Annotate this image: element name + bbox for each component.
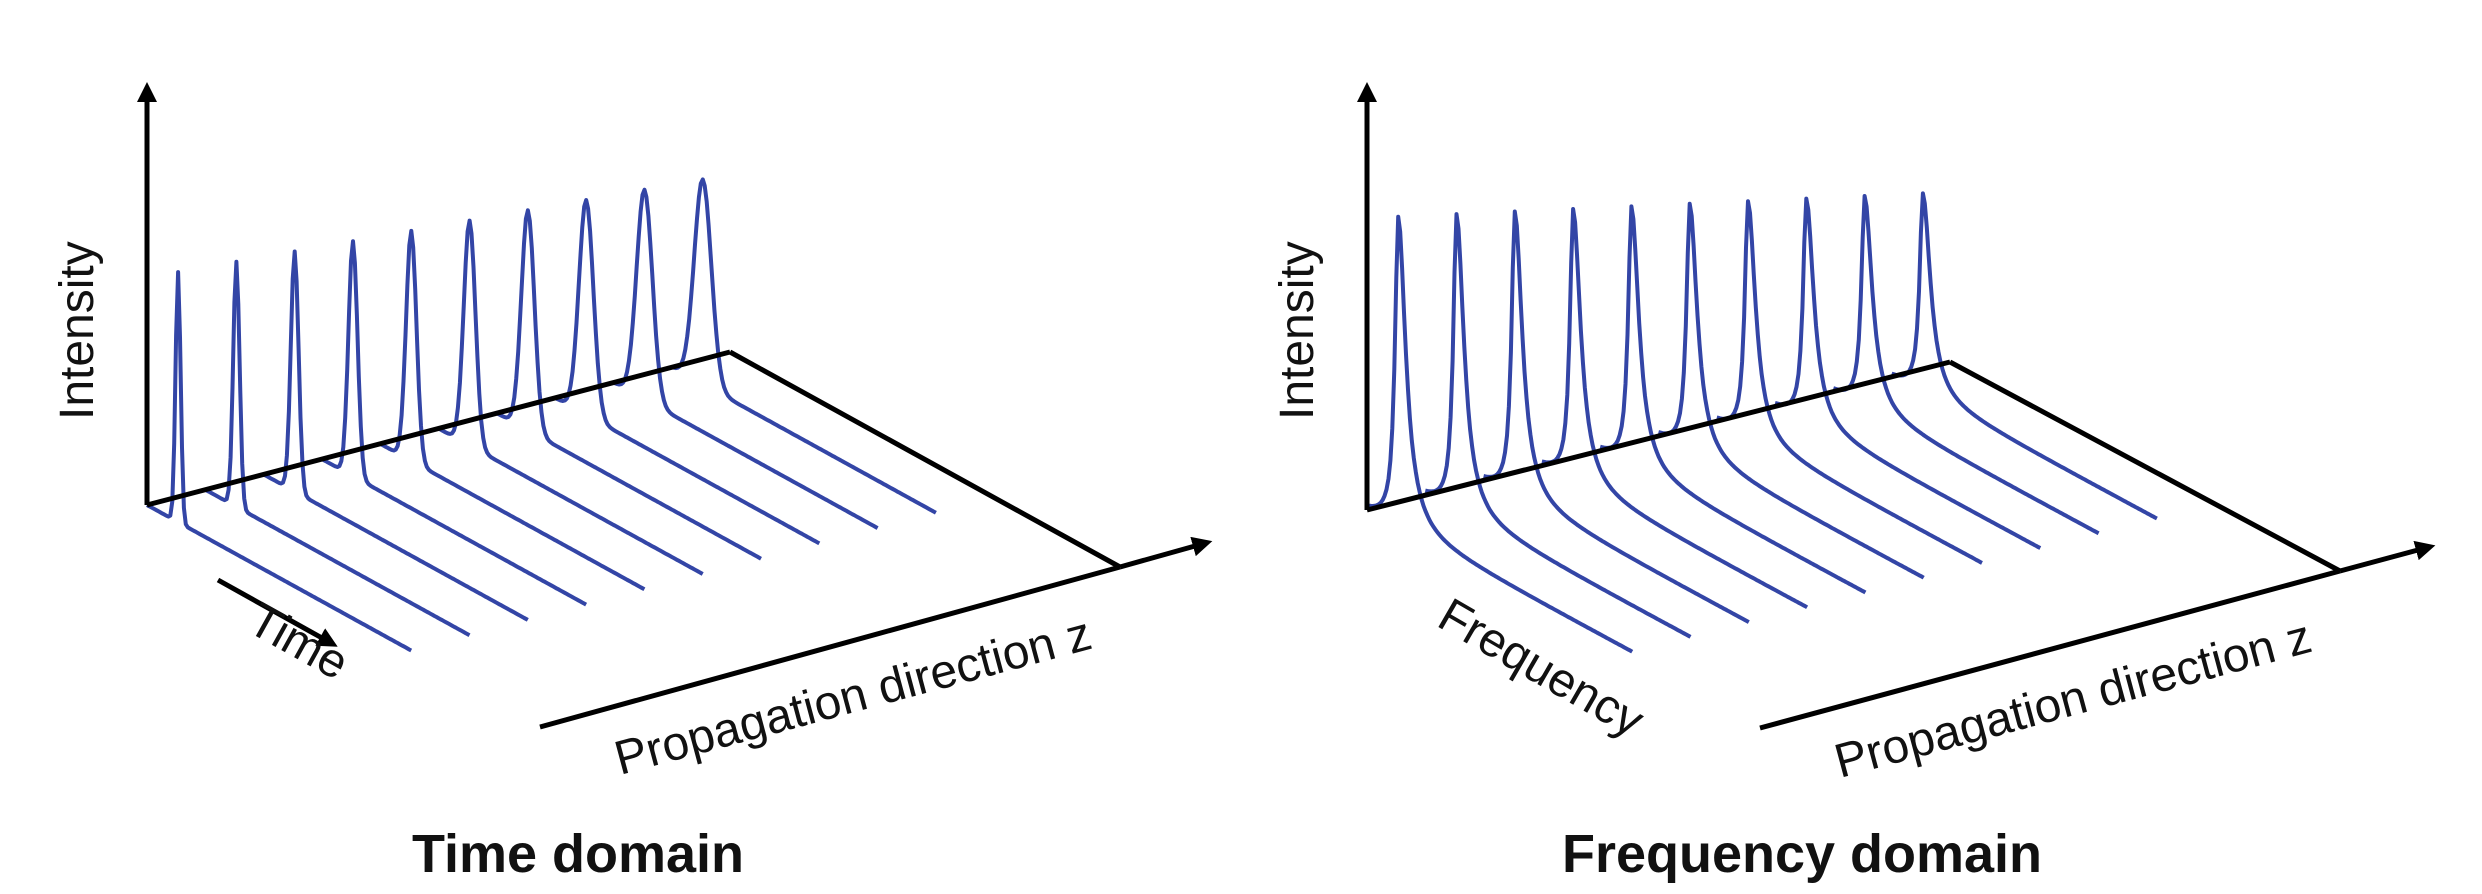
propagation-arrow [1119, 536, 1213, 570]
frequency-axis-label: Frequency [1430, 589, 1653, 748]
frequency-domain-panel: Intensity Frequency Propagation directio… [1271, 82, 2436, 884]
pulse-curve-4 [1541, 207, 1809, 610]
pulse-curve-8 [1774, 196, 2042, 550]
pulse-curve-10 [1891, 191, 2158, 521]
propagation-arrow [2339, 540, 2436, 574]
propagation-axis-label: Propagation direction z [1829, 610, 2317, 788]
time-domain-pulses [145, 177, 937, 653]
frequency-domain-pulses [1366, 191, 2158, 654]
floor-back-edge [146, 349, 731, 508]
pulse-curve-8 [554, 198, 821, 546]
pulse-curve-7 [1716, 199, 1983, 565]
pulse-curve-6 [437, 218, 704, 576]
pulse-curve-5 [379, 228, 646, 592]
pulse-curve-6 [1658, 201, 1925, 580]
pulse-curve-1 [1366, 214, 1634, 654]
time-axis-label: Time [240, 593, 357, 690]
pulse-curve-10 [671, 177, 937, 515]
floor-back-edge [1366, 359, 1951, 513]
pulse-curve-4 [320, 239, 588, 607]
pulse-curve-9 [1832, 194, 2100, 536]
time-domain-caption: Time domain [412, 824, 744, 884]
pulse-curve-7 [495, 208, 762, 561]
pulse-curve-2 [204, 259, 471, 637]
propagation-axis [1759, 568, 2341, 731]
pulse-curve-2 [1424, 212, 1692, 639]
pulse-curve-3 [262, 249, 529, 622]
pulse-curve-1 [145, 270, 413, 653]
time-axis-arrow [216, 577, 338, 647]
frequency-domain-caption: Frequency domain [1562, 824, 2042, 884]
propagation-axis [539, 564, 1121, 730]
pulse-curve-5 [1599, 204, 1867, 595]
time-domain-axes [137, 82, 1213, 730]
floor-right-edge [728, 349, 1122, 570]
time-domain-panel: Intensity Time Propagation direction z T… [51, 82, 1213, 884]
floor-right-edge [1948, 359, 2342, 574]
pulse-curve-3 [1483, 209, 1750, 624]
intensity-axis-label: Intensity [1271, 241, 1324, 420]
intensity-axis-label: Intensity [51, 241, 104, 420]
propagation-axis-label: Propagation direction z [609, 607, 1097, 785]
frequency-domain-axes [1357, 82, 2436, 731]
pulse-curve-9 [612, 187, 879, 530]
